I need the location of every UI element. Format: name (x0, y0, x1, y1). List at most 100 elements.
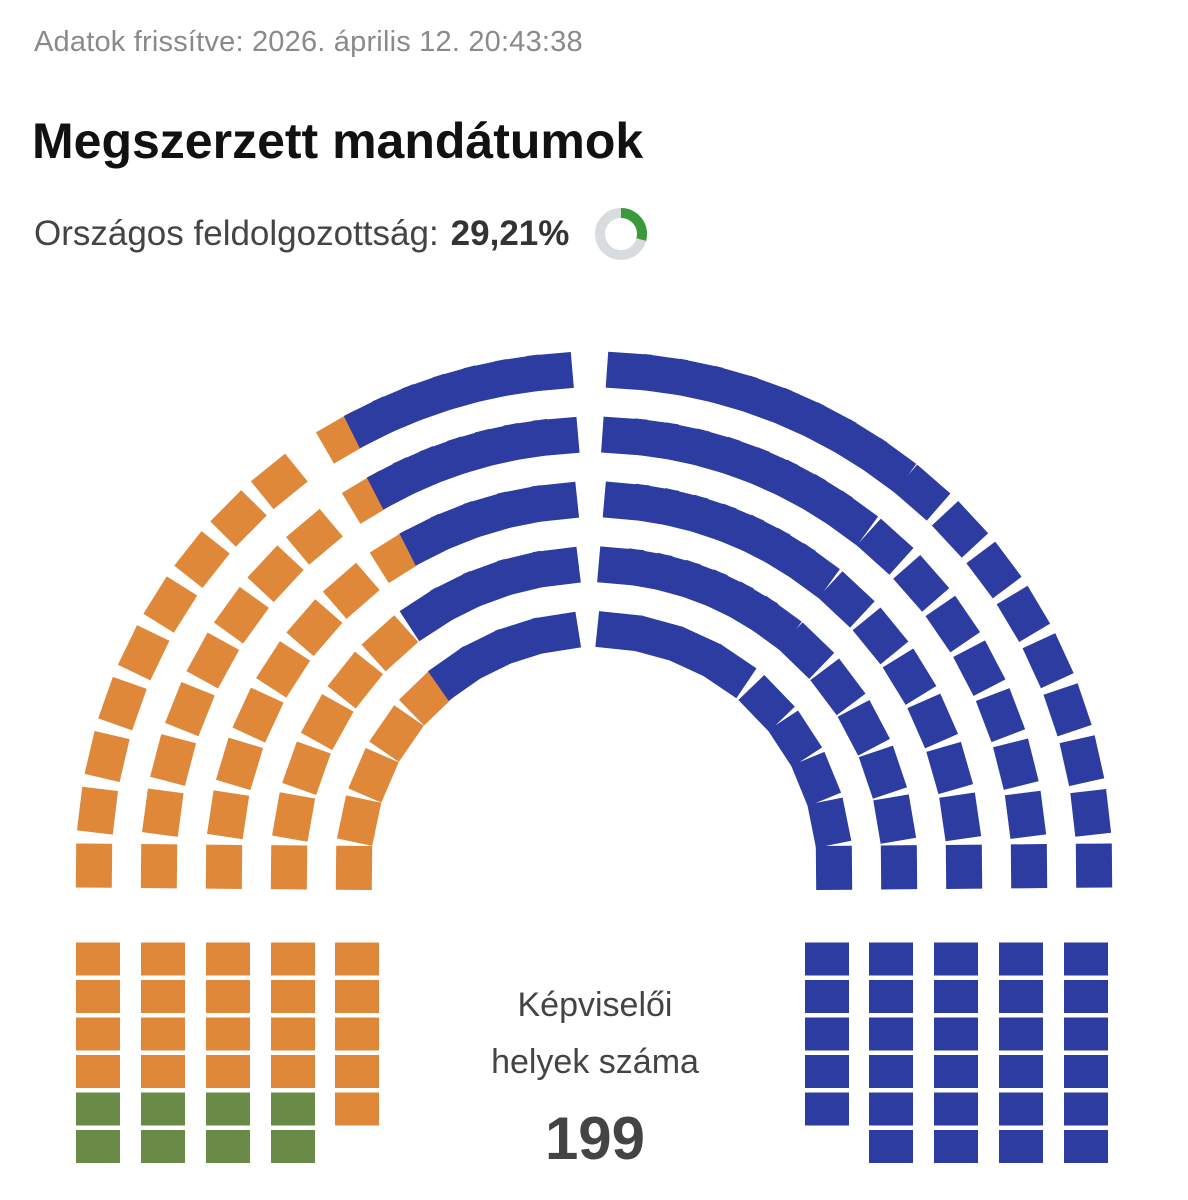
seat-blue-98 (744, 595, 802, 651)
seat-blue-178 (934, 942, 978, 976)
seat-blue-110 (1070, 788, 1112, 837)
seat-blue-83 (821, 490, 879, 546)
seat-orange-151 (206, 980, 250, 1013)
seat-orange-145 (141, 980, 185, 1013)
seat-blue-170 (805, 1055, 849, 1088)
seat-blue-176 (869, 1092, 913, 1126)
seat-blue-195 (1064, 1130, 1108, 1163)
seat-orange-150 (206, 942, 250, 976)
seat-blue-109 (1059, 735, 1105, 787)
seat-blue-65 (531, 611, 582, 655)
seat-orange-18 (207, 790, 250, 840)
seat-orange-16 (285, 508, 343, 565)
seat-blue-50 (532, 416, 580, 457)
seat-blue-173 (869, 980, 913, 1013)
seat-green-143 (76, 1130, 120, 1163)
seat-orange-7 (210, 490, 267, 547)
seat-orange-2 (84, 730, 130, 783)
progress-label: Országos feldolgozottság: (34, 214, 439, 253)
seat-blue-168 (805, 980, 849, 1013)
seat-blue-106 (996, 585, 1051, 643)
seat-blue-130 (858, 745, 908, 799)
seat-blue-136 (807, 797, 852, 848)
seat-count-label-line2: helyek száma (491, 1043, 699, 1081)
seat-orange-14 (213, 586, 269, 644)
seat-green-154 (206, 1092, 250, 1126)
seat-blue-56 (531, 481, 580, 523)
seat-blue-135 (791, 751, 842, 807)
seat-orange-153 (206, 1055, 250, 1088)
seat-orange-1 (77, 786, 118, 835)
seat-blue-104 (931, 501, 989, 558)
seat-blue-186 (999, 1017, 1043, 1051)
seat-blue-172 (869, 942, 913, 976)
progress-value: 29,21% (450, 214, 570, 253)
seat-blue-121 (852, 607, 909, 665)
seat-blue-42 (526, 352, 574, 392)
seat-blue-120 (817, 571, 875, 628)
seat-blue-118 (1004, 790, 1047, 839)
seat-blue-185 (999, 980, 1043, 1013)
seat-orange-141 (76, 1055, 120, 1088)
seat-blue-99 (595, 611, 643, 652)
seat-blue-169 (805, 1017, 849, 1051)
seat-orange-28 (327, 651, 384, 709)
seat-blue-117 (993, 738, 1039, 790)
seat-orange-21 (256, 641, 311, 698)
seat-blue-119 (1010, 844, 1048, 889)
seat-count-total: 199 (544, 1105, 646, 1172)
seat-green-142 (76, 1092, 120, 1126)
progress-donut-fill (595, 208, 648, 260)
seat-orange-30 (335, 845, 373, 891)
seat-orange-12 (165, 682, 215, 737)
seat-blue-126 (945, 844, 983, 889)
seat-blue-124 (926, 741, 974, 795)
last-updated-text: Adatok frissítve: 2026. április 12. 20:4… (34, 26, 583, 58)
seat-blue-177 (869, 1130, 913, 1163)
seat-orange-13 (186, 632, 240, 689)
seat-blue-74 (859, 438, 917, 493)
seat-orange-8 (250, 453, 308, 510)
seat-blue-175 (869, 1055, 913, 1088)
seat-blue-174 (869, 1017, 913, 1051)
seat-green-155 (206, 1130, 250, 1163)
seat-orange-6 (174, 531, 230, 589)
seat-orange-5 (143, 576, 198, 633)
seat-blue-131 (873, 794, 917, 844)
seat-blue-115 (953, 640, 1006, 697)
seat-green-148 (141, 1092, 185, 1126)
seat-orange-166 (335, 1092, 379, 1126)
page-title: Megszerzett mandátumok (32, 113, 644, 169)
seat-blue-187 (999, 1055, 1043, 1088)
seat-blue-194 (1064, 1092, 1108, 1126)
seat-blue-122 (882, 648, 937, 705)
seat-blue-100 (631, 615, 684, 662)
seat-blue-189 (999, 1130, 1043, 1163)
seat-orange-26 (282, 741, 331, 795)
seat-blue-66 (605, 351, 653, 391)
seat-blue-133 (738, 674, 795, 732)
seat-orange-4 (117, 625, 170, 681)
seat-blue-113 (893, 554, 950, 612)
seat-blue-181 (934, 1055, 978, 1088)
seat-green-161 (271, 1130, 315, 1163)
seat-orange-11 (150, 734, 197, 786)
seat-green-149 (141, 1130, 185, 1163)
seat-orange-0 (75, 843, 113, 888)
seat-blue-108 (1043, 683, 1092, 737)
seat-orange-157 (271, 980, 315, 1013)
seat-orange-27 (300, 694, 354, 751)
seat-blue-190 (1064, 942, 1108, 976)
seat-blue-112 (856, 518, 914, 575)
seat-orange-32 (348, 747, 399, 803)
seat-blue-182 (934, 1092, 978, 1126)
seat-blue-128 (810, 658, 866, 716)
seat-blue-192 (1064, 1017, 1108, 1051)
seat-orange-159 (271, 1055, 315, 1088)
seat-blue-127 (777, 622, 835, 679)
seat-green-160 (271, 1092, 315, 1126)
seat-blue-193 (1064, 1055, 1108, 1088)
seat-blue-171 (805, 1092, 849, 1126)
seat-blue-61 (532, 546, 581, 588)
